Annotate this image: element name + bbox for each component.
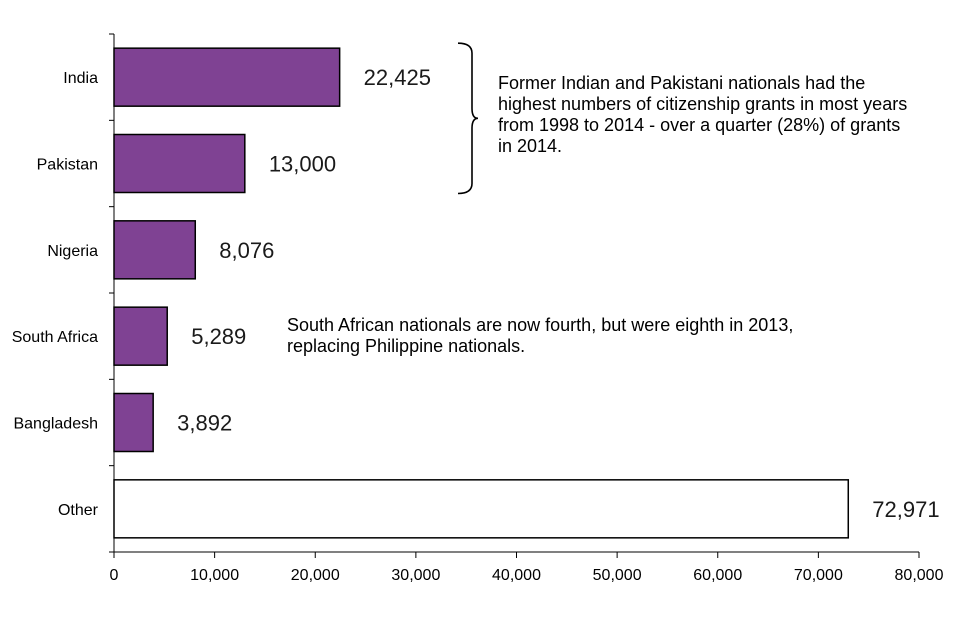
bar-pakistan (113, 133, 246, 194)
category-label-south-africa: South Africa (12, 329, 98, 346)
data-label-pakistan: 13,000 (269, 152, 336, 177)
category-label-nigeria: Nigeria (47, 243, 98, 260)
data-label-nigeria: 8,076 (219, 238, 274, 263)
bracket-india-pakistan (457, 42, 479, 195)
data-label-bangladesh: 3,892 (177, 411, 232, 436)
x-tick-label: 80,000 (895, 567, 944, 584)
x-tick-label: 0 (110, 567, 119, 584)
data-label-india: 22,425 (364, 65, 431, 90)
category-label-pakistan: Pakistan (37, 157, 98, 174)
data-label-south-africa: 5,289 (191, 324, 246, 349)
x-tick-label: 70,000 (794, 567, 843, 584)
data-label-other: 72,971 (872, 497, 939, 522)
x-tick-label: 50,000 (593, 567, 642, 584)
x-tick-label: 30,000 (391, 567, 440, 584)
x-tick-label: 60,000 (693, 567, 742, 584)
bar-south-africa (113, 306, 168, 366)
bar-bangladesh (113, 392, 154, 453)
annotation-india-pakistan: Former Indian and Pakistani nationals ha… (498, 73, 908, 156)
x-tick-label: 40,000 (492, 567, 541, 584)
annotation-south-africa: South African nationals are now fourth, … (287, 315, 794, 356)
category-label-india: India (63, 70, 98, 87)
x-tick-label: 20,000 (291, 567, 340, 584)
category-label-other: Other (58, 502, 99, 519)
bar-other (113, 479, 850, 539)
category-label-bangladesh: Bangladesh (13, 416, 98, 433)
x-tick-label: 10,000 (190, 567, 239, 584)
bar-india (113, 47, 341, 107)
bar-nigeria (113, 220, 197, 280)
